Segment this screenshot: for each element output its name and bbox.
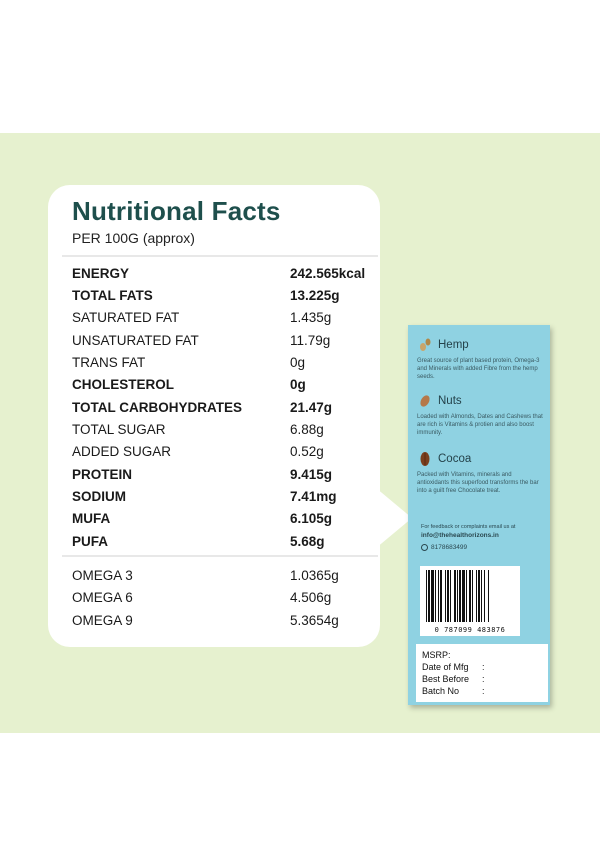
nutrient-value: 6.88g	[290, 422, 324, 438]
nutrient-value: 0.52g	[290, 444, 324, 460]
nutrition-title: Nutritional Facts	[72, 196, 281, 226]
label-row: MSRP:	[422, 649, 548, 661]
label-row: Date of Mfg:	[422, 661, 548, 673]
nutrient-value: 242.565kcal	[290, 265, 366, 281]
box-section-hemp: Hemp Great source of plant based protein…	[417, 337, 545, 381]
nutrient-value: 5.68g	[290, 533, 325, 549]
box-section-text: Great source of plant based protein, Ome…	[417, 358, 540, 380]
hemp-seed-icon	[417, 337, 433, 353]
nutrient-value: 4.506g	[290, 590, 332, 606]
label-panel: MSRP: Date of Mfg: Best Before: Batch No:	[416, 644, 548, 702]
nutrient-value: 5.3654g	[290, 612, 339, 628]
label-colon: :	[482, 686, 485, 696]
nutrient-value: 1.435g	[290, 310, 332, 326]
label-name: Batch No	[422, 686, 460, 696]
nutrient-row: TOTAL FATS 13.225g	[72, 284, 382, 306]
nutrient-name: SATURATED FAT	[72, 310, 180, 326]
nutrient-row: UNSATURATED FAT 11.79g	[72, 329, 382, 351]
nutrient-row: TRANS FAT 0g	[72, 351, 382, 373]
whatsapp-icon	[421, 544, 428, 551]
nutrient-list: ENERGY 242.565kcal TOTAL FATS 13.225g SATURA…	[72, 262, 382, 552]
nutrient-value: 1.0365g	[290, 567, 339, 583]
nutrient-name: ENERGY	[72, 265, 130, 281]
nutrient-row: TOTAL SUGAR 6.88g	[72, 418, 382, 440]
barcode: 0 787099 483876	[420, 566, 520, 636]
nutrient-name: OMEGA 6	[72, 590, 133, 606]
nutrition-facts-card	[48, 185, 380, 647]
nutrient-value: 0g	[290, 355, 306, 371]
box-section-title: Cocoa	[438, 453, 472, 465]
label-name: Date of Mfg	[422, 662, 469, 672]
nutrient-name: TRANS FAT	[72, 355, 146, 371]
cocoa-pod-icon	[417, 451, 433, 467]
nutrient-value: 0g	[290, 377, 306, 393]
label-colon: :	[482, 662, 485, 672]
nutrient-name: TOTAL SUGAR	[72, 422, 166, 438]
label-colon: :	[482, 674, 485, 684]
nutrient-name: CHOLESTEROL	[72, 377, 175, 393]
nutrient-value: 13.225g	[290, 288, 340, 304]
nutrient-value: 11.79g	[290, 332, 331, 348]
nutrient-name: SODIUM	[72, 489, 126, 505]
nutrient-row: PUFA 5.68g	[72, 530, 382, 552]
nutrient-name: TOTAL FATS	[72, 288, 153, 304]
nutrient-row: TOTAL CARBOHYDRATES 21.47g	[72, 396, 382, 418]
nutrient-row: PROTEIN 9.415g	[72, 463, 382, 485]
nutrient-row: OMEGA 9 5.3654g	[72, 609, 382, 632]
nutrient-value: 6.105g	[290, 511, 333, 527]
nutrient-row: OMEGA 3 1.0365g	[72, 564, 382, 587]
nutrient-row: OMEGA 6 4.506g	[72, 587, 382, 610]
nutrient-name: MUFA	[72, 511, 111, 527]
contact-phone-row: 8178683499	[421, 544, 546, 551]
box-section-title: Nuts	[438, 395, 462, 407]
nutrient-name: OMEGA 3	[72, 567, 133, 583]
nutrient-row: MUFA 6.105g	[72, 508, 382, 530]
nutrient-name: TOTAL CARBOHYDRATES	[72, 399, 243, 415]
nutrient-row: SODIUM 7.41mg	[72, 485, 382, 507]
feedback-note: For feedback or complaints email us at	[421, 524, 516, 530]
box-section-text: Packed with Vitamins, minerals and antio…	[417, 472, 539, 494]
product-box: Hemp Great source of plant based protein…	[408, 325, 550, 705]
box-section-text: Loaded with Almonds, Dates and Cashews t…	[417, 414, 543, 436]
label-row: Batch No:	[422, 685, 548, 697]
divider-omega	[62, 555, 378, 557]
box-section-nuts: Nuts Loaded with Almonds, Dates and Cash…	[417, 393, 545, 437]
nutrient-name: PUFA	[72, 533, 109, 549]
serving-note: PER 100G (approx)	[72, 230, 195, 246]
contact-phone: 8178683499	[431, 544, 468, 551]
label-name: MSRP:	[422, 650, 451, 660]
nutrient-value: 9.415g	[290, 466, 333, 482]
nut-icon	[417, 393, 433, 409]
divider-top	[62, 255, 378, 257]
box-section-title: Hemp	[438, 339, 469, 351]
nutrient-name: PROTEIN	[72, 466, 133, 482]
nutrient-row: ADDED SUGAR 0.52g	[72, 441, 382, 463]
omega-list: OMEGA 3 1.0365g OMEGA 6 4.506g OMEGA 9 5.3654…	[72, 564, 382, 632]
nutrient-row: SATURATED FAT 1.435g	[72, 307, 382, 329]
nutrient-value: 7.41mg	[290, 489, 337, 505]
nutrient-name: ADDED SUGAR	[72, 444, 172, 460]
nutrient-name: OMEGA 9	[72, 612, 133, 628]
label-row: Best Before:	[422, 673, 548, 685]
barcode-bars	[426, 570, 489, 622]
barcode-number: 0 787099 483876	[434, 626, 506, 634]
callout-pointer	[376, 488, 412, 548]
box-section-cocoa: Cocoa Packed with Vitamins, minerals and…	[417, 451, 545, 495]
label-name: Best Before	[422, 674, 470, 684]
nutrient-name: UNSATURATED FAT	[72, 332, 199, 348]
contact-email: info@thehealthorizons.in	[421, 532, 499, 539]
nutrient-row: CHOLESTEROL 0g	[72, 374, 382, 396]
nutrient-value: 21.47g	[290, 399, 333, 415]
nutrient-row: ENERGY 242.565kcal	[72, 262, 382, 284]
